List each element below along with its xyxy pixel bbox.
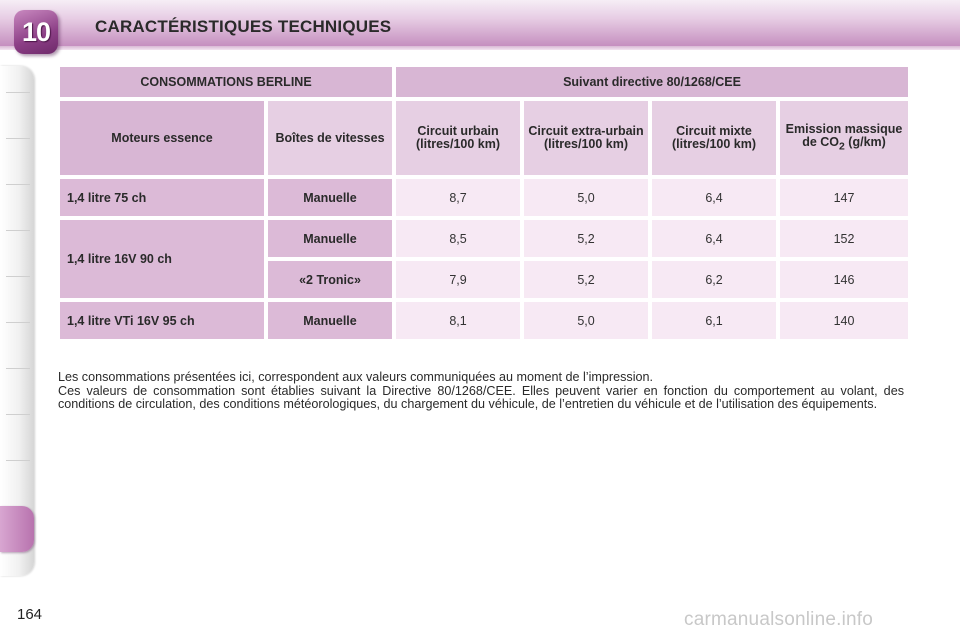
- co2-cell: 146: [780, 261, 909, 298]
- col-header-co2: Emission massique de CO2 (g/km): [780, 101, 909, 175]
- tab-divider: [6, 92, 30, 93]
- tab-divider: [6, 184, 30, 185]
- consumption-table: CONSOMMATIONS BERLINE Suivant directive …: [56, 63, 912, 343]
- col-header-engine: Moteurs essence: [60, 101, 264, 175]
- co2-label: Emission massique de CO: [785, 121, 903, 149]
- urban-cell: 8,1: [396, 302, 521, 339]
- col-header-urban: Circuit urbain (litres/100 km): [396, 101, 521, 175]
- combined-cell: 6,2: [652, 261, 777, 298]
- note-line-2: Ces valeurs de consommation sont établie…: [58, 383, 904, 411]
- chapter-badge: 10: [14, 10, 58, 54]
- active-chapter-tab[interactable]: [0, 506, 34, 552]
- engine-cell: 1,4 litre VTi 16V 95 ch: [60, 302, 264, 339]
- tab-divider: [6, 368, 30, 369]
- gearbox-cell: Manuelle: [268, 302, 393, 339]
- table-row: 1,4 litre 16V 90 ch Manuelle 8,5 5,2 6,4…: [60, 220, 909, 298]
- col-header-extra-urban: Circuit extra-urbain (litres/100 km): [524, 101, 649, 175]
- tab-divider: [6, 322, 30, 323]
- combined-cell: 6,4: [652, 179, 777, 216]
- gearbox-cell: «2 Tronic»: [268, 261, 393, 298]
- watermark: carmanualsonline.info: [684, 609, 874, 630]
- engine-cell: 1,4 litre 16V 90 ch: [60, 220, 264, 298]
- urban-cell: 7,9: [396, 261, 521, 298]
- urban-cell: 8,7: [396, 179, 521, 216]
- extra-urban-cell: 5,2: [524, 261, 649, 298]
- header-band: [0, 0, 960, 46]
- page-title: CARACTÉRISTIQUES TECHNIQUES: [95, 17, 392, 36]
- extra-urban-cell: 5,0: [524, 302, 649, 339]
- consumption-note: Les consommations présentées ici, corres…: [58, 370, 904, 412]
- gearbox-cell: Manuelle: [268, 179, 393, 216]
- tab-divider: [6, 276, 30, 277]
- tab-divider: [6, 414, 30, 415]
- extra-urban-cell: 5,0: [524, 179, 649, 216]
- col-header-gearbox: Boîtes de vitesses: [268, 101, 393, 175]
- table-row: 1,4 litre VTi 16V 95 ch Manuelle 8,1 5,0…: [60, 302, 909, 339]
- extra-urban-cell: 5,2: [524, 220, 649, 257]
- co2-subscript: 2: [839, 141, 845, 153]
- co2-cell: 152: [780, 220, 909, 257]
- table-title-row: CONSOMMATIONS BERLINE Suivant directive …: [60, 67, 909, 97]
- combined-cell: 6,4: [652, 220, 777, 257]
- combined-cell: 6,1: [652, 302, 777, 339]
- header-divider: [0, 46, 960, 50]
- co2-cell: 140: [780, 302, 909, 339]
- urban-cell: 8,5: [396, 220, 521, 257]
- note-line-1: Les consommations présentées ici, corres…: [58, 370, 653, 384]
- tab-divider: [6, 460, 30, 461]
- table-title-right: Suivant directive 80/1268/CEE: [396, 67, 909, 97]
- table-row: 1,4 litre 75 ch Manuelle 8,7 5,0 6,4 147: [60, 179, 909, 216]
- gearbox-cell: Manuelle: [268, 220, 393, 257]
- co2-cell: 147: [780, 179, 909, 216]
- col-header-combined: Circuit mixte (litres/100 km): [652, 101, 777, 175]
- table-row: «2 Tronic» 7,9 5,2 6,2 146: [60, 261, 909, 298]
- tab-divider: [6, 138, 30, 139]
- table-title-left: CONSOMMATIONS BERLINE: [60, 67, 393, 97]
- tab-divider: [6, 230, 30, 231]
- page-number: 164: [17, 606, 43, 623]
- co2-unit: (g/km): [844, 134, 886, 149]
- engine-cell: 1,4 litre 75 ch: [60, 179, 264, 216]
- column-header-row: Moteurs essence Boîtes de vitesses Circu…: [60, 101, 909, 175]
- chapter-tab-strip: [0, 66, 34, 576]
